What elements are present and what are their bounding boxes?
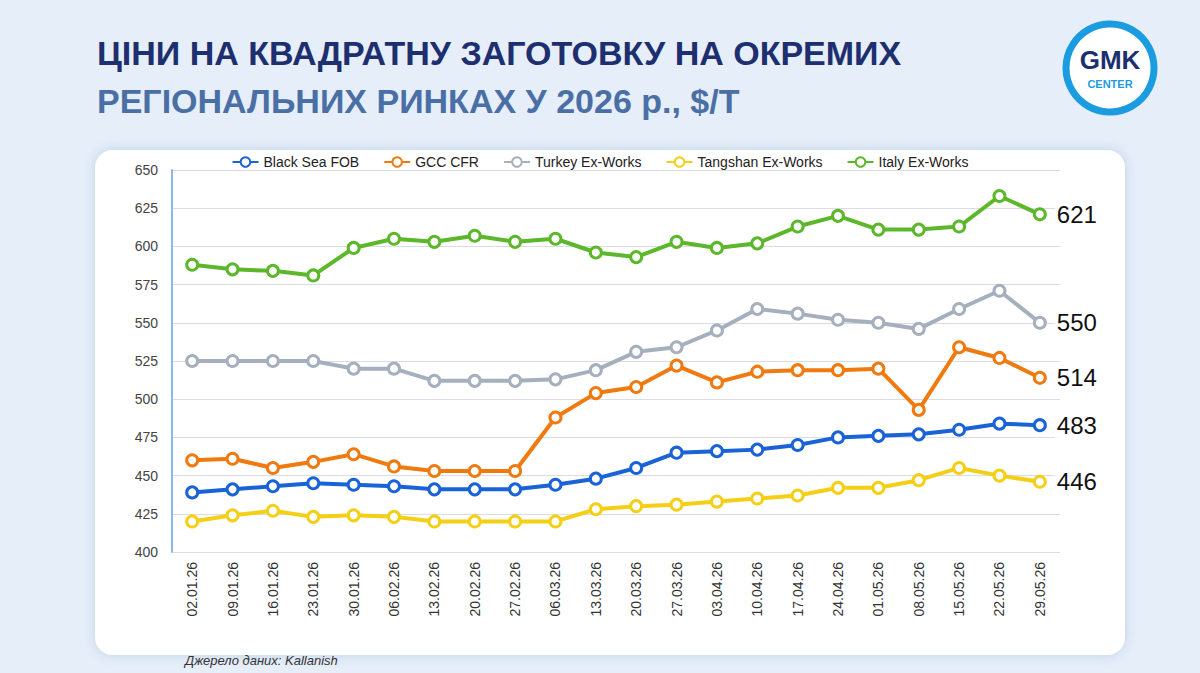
- svg-text:09.01.26: 09.01.26: [225, 562, 241, 617]
- svg-text:23.01.26: 23.01.26: [305, 562, 321, 617]
- svg-text:621: 621: [1057, 201, 1097, 228]
- svg-text:446: 446: [1057, 468, 1097, 495]
- svg-text:10.04.26: 10.04.26: [749, 562, 765, 617]
- svg-text:650: 650: [135, 162, 159, 178]
- svg-text:27.03.26: 27.03.26: [669, 562, 685, 617]
- svg-text:Italy Ex-Works: Italy Ex-Works: [879, 154, 969, 170]
- svg-text:ЦІНИ НА КВАДРАТНУ ЗАГОТОВКУ НА: ЦІНИ НА КВАДРАТНУ ЗАГОТОВКУ НА ОКРЕМИХ: [97, 34, 902, 72]
- svg-text:475: 475: [135, 429, 159, 445]
- svg-text:01.05.26: 01.05.26: [870, 562, 886, 617]
- svg-text:15.05.26: 15.05.26: [951, 562, 967, 617]
- svg-text:13.02.26: 13.02.26: [426, 562, 442, 617]
- svg-text:GMK: GMK: [1080, 45, 1141, 75]
- svg-text:29.05.26: 29.05.26: [1032, 562, 1048, 617]
- svg-text:17.04.26: 17.04.26: [790, 562, 806, 617]
- svg-text:483: 483: [1057, 412, 1097, 439]
- svg-text:400: 400: [135, 544, 159, 560]
- svg-text:Джерело даних: Kallanish: Джерело даних: Kallanish: [183, 653, 338, 668]
- svg-text:GCC CFR: GCC CFR: [415, 154, 479, 170]
- svg-text:02.01.26: 02.01.26: [184, 562, 200, 617]
- svg-text:20.02.26: 20.02.26: [467, 562, 483, 617]
- svg-text:16.01.26: 16.01.26: [265, 562, 281, 617]
- svg-text:450: 450: [135, 468, 159, 484]
- svg-text:РЕГІОНАЛЬНИХ РИНКАХ У 2026 р.,: РЕГІОНАЛЬНИХ РИНКАХ У 2026 р., $/Т: [97, 82, 740, 120]
- svg-text:CENTER: CENTER: [1087, 78, 1132, 90]
- svg-text:625: 625: [135, 200, 159, 216]
- svg-text:Tangshan Ex-Works: Tangshan Ex-Works: [698, 154, 823, 170]
- svg-text:06.02.26: 06.02.26: [386, 562, 402, 617]
- svg-text:27.02.26: 27.02.26: [507, 562, 523, 617]
- svg-text:Black Sea FOB: Black Sea FOB: [263, 154, 359, 170]
- svg-text:03.04.26: 03.04.26: [709, 562, 725, 617]
- svg-text:13.03.26: 13.03.26: [588, 562, 604, 617]
- svg-text:06.03.26: 06.03.26: [547, 562, 563, 617]
- svg-text:20.03.26: 20.03.26: [628, 562, 644, 617]
- svg-text:Turkey Ex-Works: Turkey Ex-Works: [535, 154, 642, 170]
- svg-text:514: 514: [1057, 364, 1097, 391]
- svg-text:24.04.26: 24.04.26: [830, 562, 846, 617]
- svg-text:525: 525: [135, 353, 159, 369]
- svg-text:575: 575: [135, 277, 159, 293]
- svg-text:500: 500: [135, 391, 159, 407]
- svg-text:22.05.26: 22.05.26: [991, 562, 1007, 617]
- svg-text:08.05.26: 08.05.26: [911, 562, 927, 617]
- svg-text:550: 550: [135, 315, 159, 331]
- svg-text:550: 550: [1057, 309, 1097, 336]
- svg-text:30.01.26: 30.01.26: [346, 562, 362, 617]
- svg-text:600: 600: [135, 238, 159, 254]
- svg-text:425: 425: [135, 506, 159, 522]
